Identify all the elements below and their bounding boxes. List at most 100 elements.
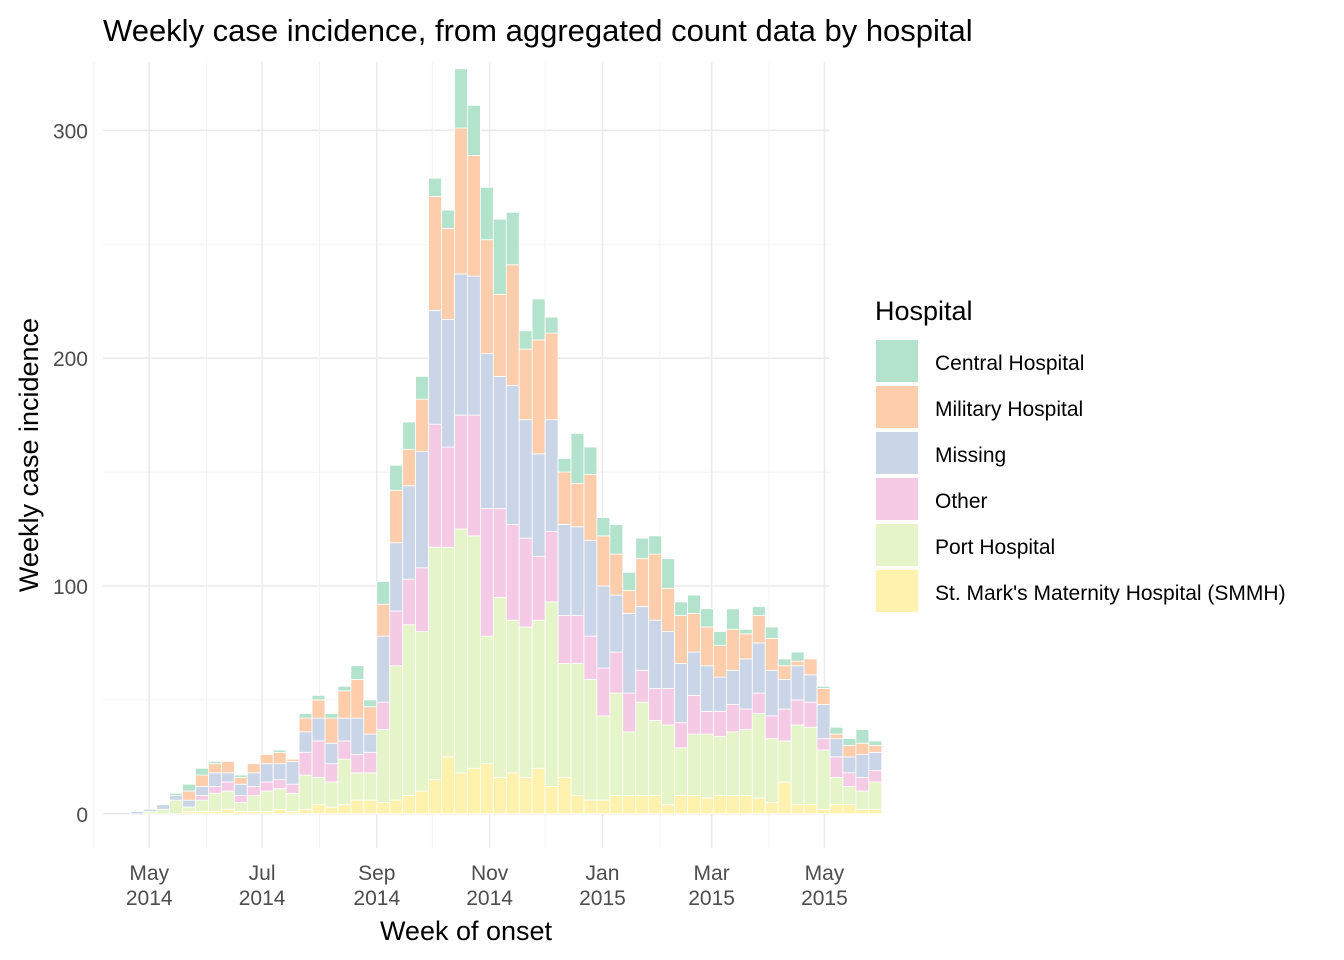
bar-segment: Central Hospital: 6 <box>713 631 727 646</box>
bar-segment: Other: 14 <box>648 688 663 721</box>
bar-segment: St. Mark's Maternity Hospital (SMMH): 10 <box>415 790 429 815</box>
x-tick-label-year: 2015 <box>688 887 735 910</box>
bar-segment: Military Hospital: 17 <box>700 626 714 667</box>
bar-segment: Other: 19 <box>583 635 598 680</box>
x-tick-label-month: Jul <box>249 862 276 885</box>
bar-segment: Other: 28 <box>415 567 429 632</box>
bar-segment: Missing: 19 <box>687 651 701 696</box>
bar-segment: Other: 11 <box>803 701 818 728</box>
legend-title: Hospital <box>875 296 973 326</box>
bar-segment: Missing: 50 <box>428 309 442 425</box>
bar-segment: St. Mark's Maternity Hospital (SMMH): 8 <box>738 795 753 815</box>
bar-segment: St. Mark's Maternity Hospital (SMMH): 4 <box>311 804 326 815</box>
bar-segment: Missing: 8 <box>259 763 274 783</box>
bar-segment: Central Hospital: 6 <box>350 665 365 680</box>
bar-segment: Central Hospital: 1 <box>233 774 248 778</box>
bar-segment: Missing: 22 <box>738 658 753 710</box>
legend-key <box>876 386 918 428</box>
bar-segment: Other: 50 <box>454 414 468 530</box>
bar-segment: Military Hospital: 21 <box>635 558 650 607</box>
bar-segment: Port Hospital: 8 <box>208 792 222 812</box>
bar-segment: Missing: 29 <box>376 635 391 703</box>
bar-segment: Missing: 15 <box>790 665 805 701</box>
bar-segment: Central Hospital: 8 <box>700 608 714 628</box>
bar-segment: St. Mark's Maternity Hospital (SMMH): 16 <box>557 776 572 815</box>
bar-segment: Central Hospital: 1 <box>272 749 287 753</box>
bar-segment: Military Hospital: 31 <box>518 348 533 421</box>
bar-segment: St. Mark's Maternity Hospital (SMMH): 8 <box>570 795 585 815</box>
bar-segment: Missing: 9 <box>324 742 339 765</box>
bar-segment: Missing: 26 <box>674 663 688 724</box>
bar-segment: St. Mark's Maternity Hospital (SMMH): 15 <box>428 779 442 815</box>
bar-segment: Missing: 49 <box>544 419 559 532</box>
bar-segment: Central Hospital: 18 <box>531 298 546 341</box>
bar-segment: Military Hospital: 6 <box>777 665 792 680</box>
bar-segment: Other: 20 <box>402 578 417 626</box>
bar-segment: Military Hospital: 14 <box>376 603 391 637</box>
legend-items: Central Hospital Military Hospital Missing… <box>876 340 1286 612</box>
legend-key <box>876 340 918 382</box>
bar-segment: Missing: 40 <box>557 524 572 617</box>
bar-segment: Missing: 16 <box>350 717 365 755</box>
bar-segment: Port Hospital: 67 <box>505 619 520 774</box>
bar-segment: Military Hospital: 2 <box>829 733 844 740</box>
bar-segment: Military Hospital: 21 <box>674 615 688 664</box>
bar-segment: Missing: 7 <box>842 756 857 774</box>
bar-segment: Port Hospital: 9 <box>272 788 287 810</box>
bar-segment: Missing: 30 <box>389 542 404 612</box>
bar-segment: Central Hospital: 2 <box>311 694 326 701</box>
bar-segment: Port Hospital: 29 <box>738 729 753 797</box>
bar-segment: Port Hospital: 37 <box>596 715 611 801</box>
bar-segment: Missing: 22 <box>751 642 766 694</box>
bar-segment: St. Mark's Maternity Hospital (SMMH): 5 <box>376 802 391 815</box>
bar-segment: Missing: 8 <box>868 751 883 771</box>
bar-segment: Central Hospital: 7 <box>544 316 559 334</box>
bar-segment: Port Hospital: 66 <box>518 626 533 778</box>
bar-segment: Central Hospital: 1 <box>208 761 222 765</box>
bar-segment: Military Hospital: 11 <box>738 633 753 660</box>
bar-segment: Military Hospital: 7 <box>816 688 831 705</box>
legend-label: Military Hospital <box>935 398 1083 421</box>
bar-segment: Military Hospital: 12 <box>751 615 766 644</box>
bar-segment: Port Hospital: 8 <box>220 790 235 810</box>
bar-segment: Central Hospital: 23 <box>505 211 520 266</box>
bar-segment: Other: 4 <box>272 779 287 790</box>
bar-segment: Military Hospital: 3 <box>233 776 248 785</box>
bar-segment: St. Mark's Maternity Hospital (SMMH): 16 <box>492 776 507 815</box>
bar-segment: Port Hospital: 2 <box>156 808 170 815</box>
bar-segment: Port Hospital: 41 <box>635 701 650 796</box>
bar-segment: Other: 9 <box>829 756 844 778</box>
bar-segment: St. Mark's Maternity Hospital (SMMH): 8 <box>635 795 650 815</box>
bar-segment: St. Mark's Maternity Hospital (SMMH): 6 <box>350 799 365 815</box>
bar-segment: Central Hospital: 9 <box>635 537 650 560</box>
bar-segment: Other: 4 <box>259 781 274 792</box>
bar-segment: Central Hospital: 8 <box>518 330 533 350</box>
bar-segment: St. Mark's Maternity Hospital (SMMH): 6 <box>596 799 611 815</box>
bar-segment: Military Hospital: 3 <box>868 745 883 753</box>
bar-segment: St. Mark's Maternity Hospital (SMMH): 4 <box>337 804 352 815</box>
bar-segment: Military Hospital: 5 <box>220 761 235 774</box>
bar-segment: Other: 10 <box>298 751 313 776</box>
bar-segment: Military Hospital: 19 <box>570 483 585 528</box>
bar-segment: Other: 12 <box>726 704 740 733</box>
bar-segment: Port Hospital: 12 <box>868 781 883 810</box>
bar-segment: Military Hospital: 19 <box>661 587 676 632</box>
bar-segment: Central Hospital: 11 <box>389 464 404 491</box>
bar-segment: Central Hospital: 8 <box>441 209 455 229</box>
bar-segment: Other: 21 <box>596 667 611 717</box>
bar-segment: Missing: 15 <box>713 676 727 712</box>
bar-segment: Central Hospital: 12 <box>402 421 417 450</box>
bar-segment: St. Mark's Maternity Hospital (SMMH): 18 <box>505 772 520 815</box>
bar-segment: Central Hospital: 2 <box>337 685 352 692</box>
x-tick-label-month: May <box>129 862 169 885</box>
bar-segment: Other: 8 <box>350 754 365 774</box>
bar-segment: Missing: 52 <box>518 419 533 539</box>
bar-segment: Military Hospital: 22 <box>596 535 611 587</box>
bar-segment: Missing: 51 <box>415 451 429 569</box>
bar-segment: St. Mark's Maternity Hospital (SMMH): 5 <box>764 802 779 815</box>
legend-key <box>876 432 918 474</box>
bar-segment: St. Mark's Maternity Hospital (SMMH): 18 <box>454 772 468 815</box>
bar-segment: Port Hospital: 34 <box>803 726 818 806</box>
bar-segment: Port Hospital: 35 <box>790 724 805 806</box>
bar-segment: Central Hospital: 10 <box>376 581 391 605</box>
